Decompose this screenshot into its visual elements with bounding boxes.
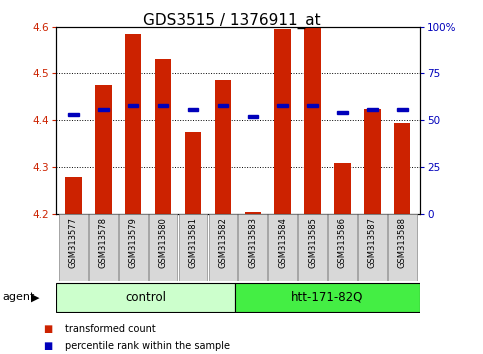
Bar [149,214,177,281]
Text: control: control [125,291,166,304]
Text: GSM313578: GSM313578 [99,217,108,268]
Text: transformed count: transformed count [65,324,156,333]
Text: GSM313586: GSM313586 [338,217,347,268]
Text: GSM313577: GSM313577 [69,217,78,268]
Text: ▶: ▶ [31,292,40,302]
Bar [95,85,112,214]
Bar [364,109,381,214]
Text: GDS3515 / 1376911_at: GDS3515 / 1376911_at [143,12,321,29]
Bar [158,104,169,107]
Bar [236,283,420,312]
Bar [125,34,142,214]
Bar [68,113,79,116]
Bar [215,80,231,214]
Bar [185,132,201,214]
Bar [304,27,321,214]
Bar [307,104,318,107]
Text: agent: agent [2,292,35,302]
Bar [334,162,351,214]
Bar [65,177,82,214]
Text: GSM313584: GSM313584 [278,217,287,268]
Text: GSM313580: GSM313580 [158,217,168,268]
Bar [179,214,207,281]
Bar [209,214,237,281]
Text: htt-171-82Q: htt-171-82Q [291,291,364,304]
Bar [56,283,236,312]
Text: ■: ■ [43,324,53,333]
Bar [239,214,267,281]
Bar [155,59,171,214]
Text: GSM313587: GSM313587 [368,217,377,268]
Bar [119,214,148,281]
Bar [328,214,357,281]
Bar [59,214,88,281]
Bar [358,214,387,281]
Text: percentile rank within the sample: percentile rank within the sample [65,341,230,351]
Bar [98,108,109,110]
Bar [277,104,288,107]
Bar [269,214,297,281]
Text: GSM313581: GSM313581 [188,217,198,268]
Bar [367,108,378,110]
Bar [298,214,327,281]
Bar [397,108,408,110]
Text: ■: ■ [43,341,53,351]
Bar [394,123,411,214]
Bar [248,115,258,118]
Text: GSM313583: GSM313583 [248,217,257,268]
Bar [188,108,199,110]
Bar [244,212,261,214]
Bar [89,214,118,281]
Bar [218,104,228,107]
Text: GSM313582: GSM313582 [218,217,227,268]
Bar [337,112,348,114]
Bar [388,214,417,281]
Text: GSM313579: GSM313579 [129,217,138,268]
Bar [274,29,291,214]
Bar [128,104,139,107]
Text: GSM313588: GSM313588 [398,217,407,268]
Text: GSM313585: GSM313585 [308,217,317,268]
